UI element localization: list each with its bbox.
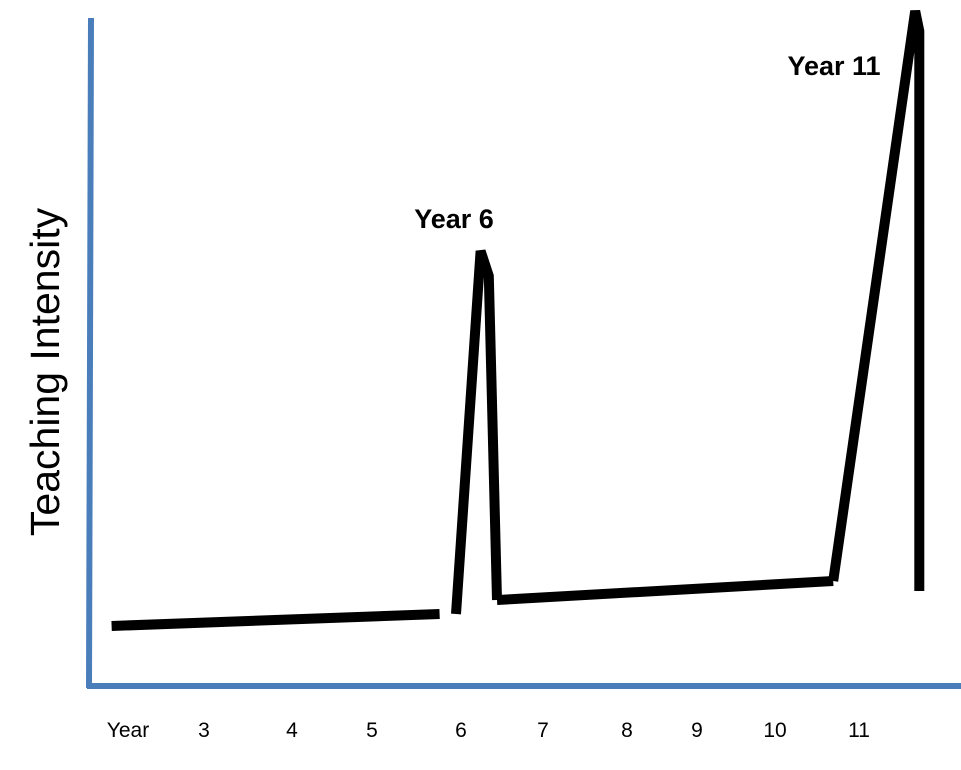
- x-tick-label: 8: [621, 719, 633, 742]
- x-tick-labels: Year 3 4 5 6 7 8 9 10 11: [107, 719, 870, 742]
- x-tick-label: 6: [455, 719, 467, 742]
- x-tick-label: 7: [537, 719, 549, 742]
- line-segment-4: [828, 9, 925, 591]
- y-axis-label: Teaching Intensity: [22, 207, 68, 536]
- x-tick-label: 3: [198, 719, 210, 742]
- x-tick-label: 11: [848, 719, 870, 742]
- x-tick-label: 10: [763, 719, 786, 742]
- line-segment-2: [451, 249, 502, 615]
- annotations: Year 6 Year 11: [414, 51, 880, 234]
- y-axis: [86, 17, 94, 689]
- line-segment-3: [496, 576, 834, 605]
- x-tick-label: 9: [691, 719, 703, 742]
- chart-marks: [111, 9, 925, 631]
- x-tick-label: 5: [366, 719, 378, 742]
- x-tick-label: Year: [107, 719, 149, 742]
- annotation-label: Year 6: [414, 204, 494, 234]
- x-tick-label: 4: [286, 719, 298, 742]
- line-segment-1: [111, 609, 440, 631]
- annotation-label: Year 11: [787, 51, 880, 81]
